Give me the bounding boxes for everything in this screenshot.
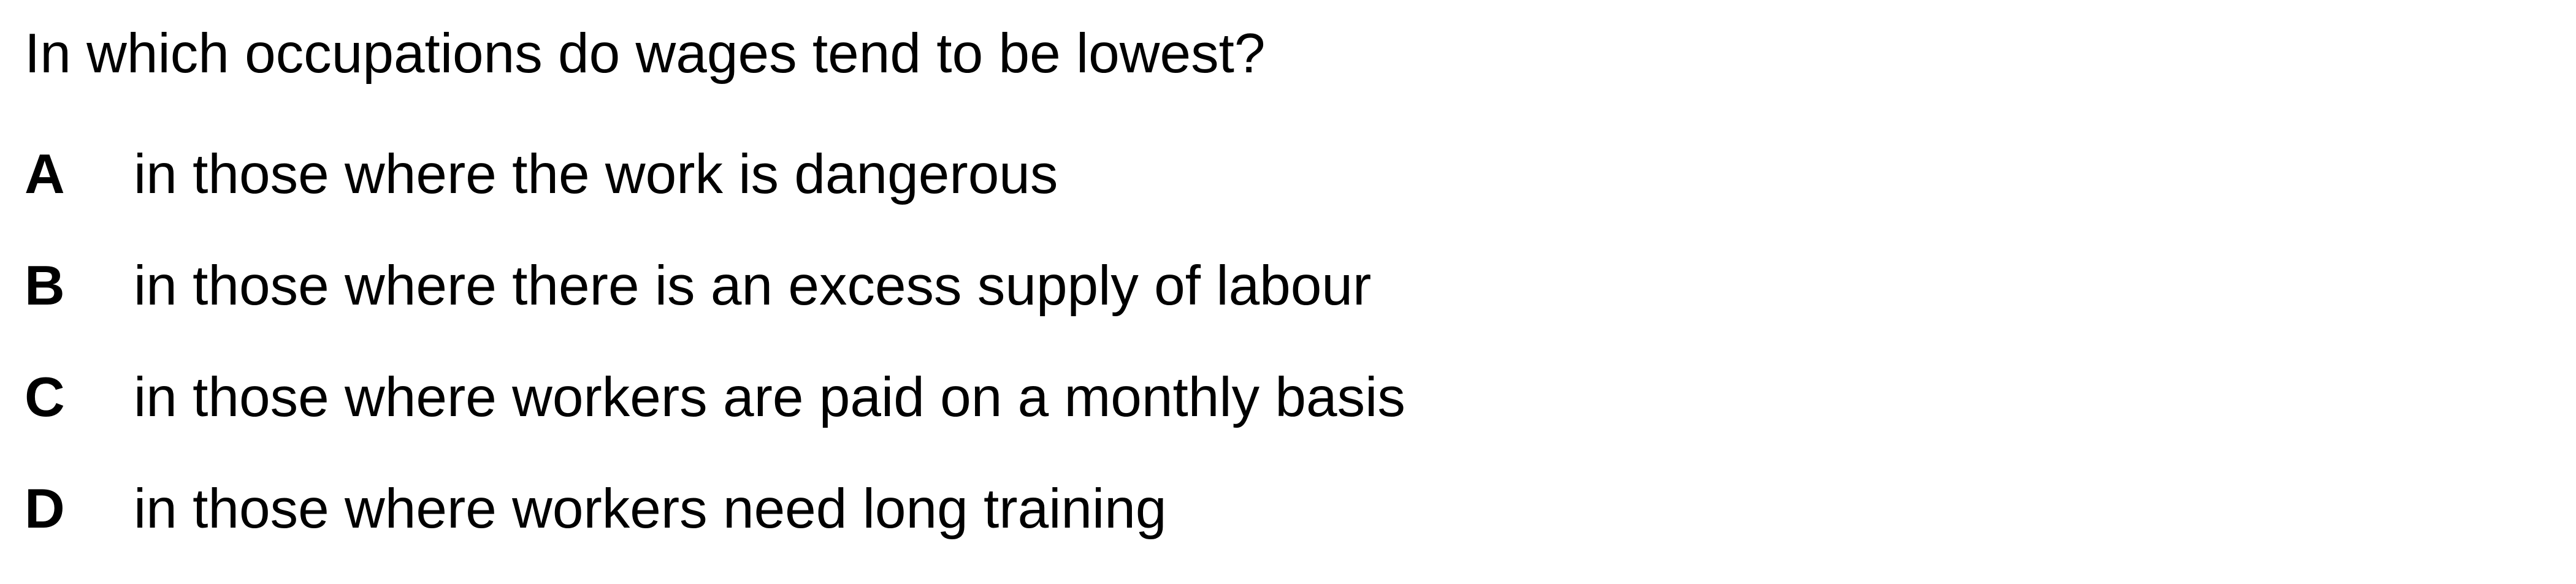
option-a: A in those where the work is dangerous <box>25 138 2539 249</box>
option-d-text: in those where workers need long trainin… <box>134 478 1167 540</box>
option-b-letter: B <box>25 255 65 317</box>
question-text: In which occupations do wages tend to be… <box>25 23 1266 85</box>
option-a-letter: A <box>25 143 65 205</box>
option-d-letter: D <box>25 478 65 540</box>
option-c: C in those where workers are paid on a m… <box>25 361 2539 472</box>
option-a-text: in those where the work is dangerous <box>134 143 1058 205</box>
option-c-text: in those where workers are paid on a mon… <box>134 366 1405 428</box>
option-c-letter: C <box>25 366 65 428</box>
option-b-text: in those where there is an excess supply… <box>134 255 1372 317</box>
option-b: B in those where there is an excess supp… <box>25 249 2539 361</box>
option-d: D in those where workers need long train… <box>25 472 2539 584</box>
answer-options: A in those where the work is dangerous B… <box>25 138 2539 584</box>
